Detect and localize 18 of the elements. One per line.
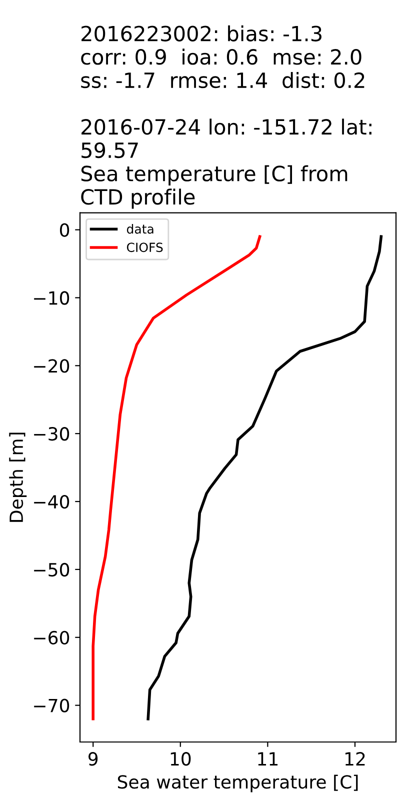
chart-title: 2016223002: bias: -1.3 corr: 0.9 ioa: 0.6 mse: 2.0 ss: -1.7 rmse: 1.4 dist: 0.2 2016-07-24 lon: -151.72 lat: 59.57 Sea temperature [C] from CTD profile xyxy=(81,25,372,209)
y-tick-label: −50 xyxy=(34,562,70,577)
x-tick-label: 11 xyxy=(258,752,278,766)
y-tick-label: 0 xyxy=(60,223,70,237)
legend-label: CIOFS xyxy=(126,242,163,252)
y-tick-label: −10 xyxy=(34,291,70,305)
x-tick-label: 10 xyxy=(170,752,191,766)
line-series xyxy=(92,235,262,720)
y-tick-label: −60 xyxy=(34,630,70,644)
y-tick-label: −40 xyxy=(34,494,70,509)
legend-label: data xyxy=(126,224,154,234)
y-tick-label: −20 xyxy=(34,359,70,373)
x-tick-label: 12 xyxy=(345,752,365,766)
y-tick-label: −70 xyxy=(34,698,70,712)
x-axis-title: Sea water temperature [C] xyxy=(118,774,358,792)
x-tick-label: 9 xyxy=(88,752,98,766)
y-tick-label: −30 xyxy=(34,427,70,441)
y-axis-title: Depth [m] xyxy=(9,432,27,522)
